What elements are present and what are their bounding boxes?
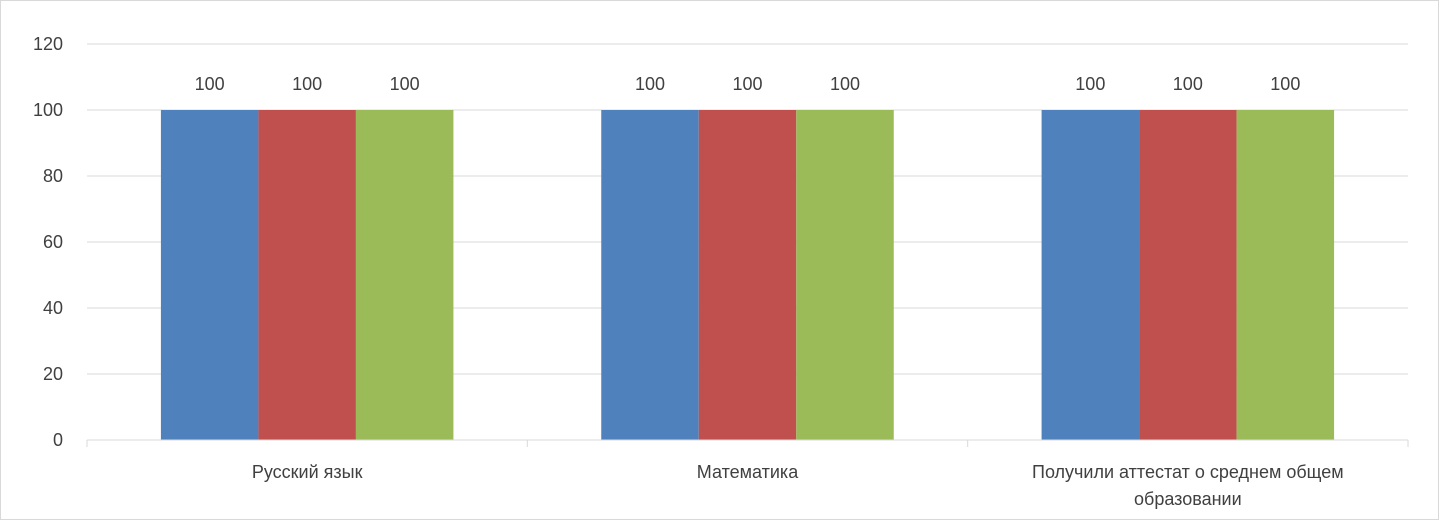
data-label: 100 (830, 74, 860, 94)
data-label: 100 (732, 74, 762, 94)
data-label: 100 (635, 74, 665, 94)
x-tick-label: образовании (1134, 489, 1242, 509)
y-tick-label: 60 (43, 232, 63, 252)
bar (601, 110, 699, 440)
bar (258, 110, 356, 440)
y-tick-label: 120 (33, 34, 63, 54)
data-label: 100 (1075, 74, 1105, 94)
bar (160, 110, 259, 440)
data-label: 100 (195, 74, 225, 94)
x-tick-label: Получили аттестат о среднем общем (1032, 462, 1344, 482)
bar (1139, 110, 1237, 440)
data-label: 100 (1270, 74, 1300, 94)
bar (796, 110, 894, 440)
y-tick-label: 20 (43, 364, 63, 384)
data-label: 100 (1173, 74, 1203, 94)
data-label: 100 (390, 74, 420, 94)
y-tick-label: 80 (43, 166, 63, 186)
y-tick-label: 100 (33, 100, 63, 120)
bars (160, 110, 1335, 440)
bar (698, 110, 797, 440)
labels: 0 20 40 60 80 100 120 100 100 100 Русский язык 100 1… (33, 34, 1344, 509)
bar (355, 110, 454, 440)
y-tick-label: 0 (53, 430, 63, 450)
x-tick-label: Математика (697, 462, 799, 482)
bar (1236, 110, 1335, 440)
data-label: 100 (292, 74, 322, 94)
y-tick-label: 40 (43, 298, 63, 318)
x-tick-label: Русский язык (252, 462, 363, 482)
x-axis (86, 439, 1409, 447)
bar (1041, 110, 1140, 440)
